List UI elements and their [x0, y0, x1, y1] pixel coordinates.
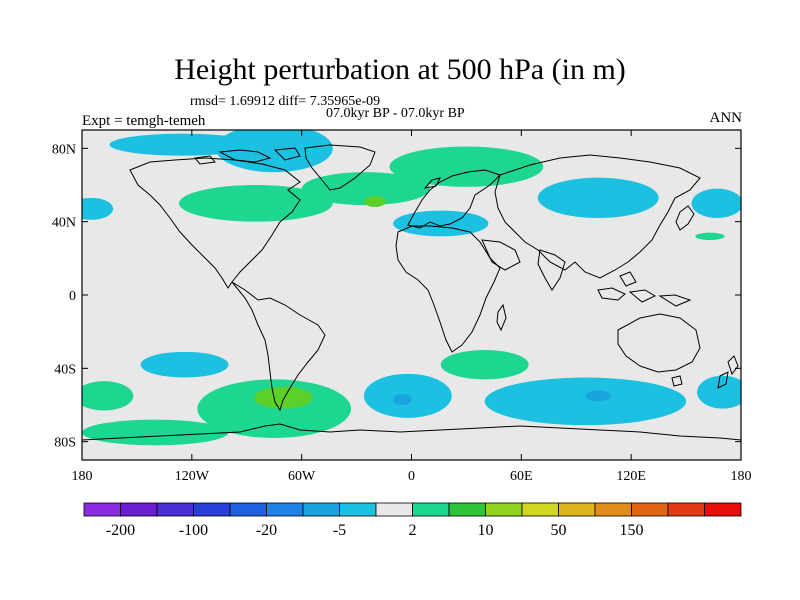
- colorbar-swatch-9: [412, 502, 450, 517]
- coastline-antarctica: [82, 423, 741, 441]
- colorbar-swatch-2: [156, 502, 194, 517]
- experiment-label: Expt = temgh-temeh: [82, 113, 206, 129]
- negative-anomaly-region-1: [215, 130, 333, 173]
- coastline-arctic-islands: [194, 147, 301, 165]
- negative-anomaly-region-3: [537, 177, 659, 218]
- coastline-greenland: [304, 144, 376, 191]
- colorbar-label-6: 50: [551, 522, 567, 539]
- coastline-new-zealand: [717, 355, 739, 389]
- period-label: 07.0kyr BP - 07.0kyr BP: [326, 106, 465, 121]
- coastline-se-asia-islands: [597, 271, 692, 307]
- negative-anomaly-region-5: [393, 210, 489, 237]
- map-title: Height perturbation at 500 hPa (in m): [174, 53, 626, 86]
- coastline-tasmania: [671, 375, 683, 387]
- coastline-south-america: [231, 281, 326, 412]
- colorbar: -200 -100 -20 -5 2 10 50 150: [83, 502, 742, 539]
- y-tick-label-1: 40N: [52, 216, 76, 231]
- x-tick-label-2: 60W: [288, 469, 316, 484]
- colorbar-swatch-13: [558, 502, 596, 517]
- colorbar-swatch-12: [521, 502, 559, 517]
- colorbar-swatch-1: [120, 502, 158, 517]
- colorbar-swatch-16: [667, 502, 705, 517]
- colorbar-swatch-15: [631, 502, 669, 517]
- coastline-north-america: [129, 157, 301, 289]
- colorbar-swatch-4: [229, 502, 267, 517]
- colorbar-swatch-10: [448, 502, 486, 517]
- negative-anomaly-region-4: [691, 188, 741, 218]
- colorbar-swatch-7: [339, 502, 377, 517]
- x-tick-label-1: 120W: [175, 469, 210, 484]
- colorbar-label-3: -5: [333, 522, 346, 539]
- y-tick-label-0: 80N: [52, 142, 76, 157]
- colorbar-label-5: 10: [478, 522, 494, 539]
- coastline-madagascar: [496, 303, 507, 332]
- colorbar-swatch-11: [485, 502, 523, 517]
- negative-anomaly-region-9: [697, 375, 741, 409]
- x-tick-label-4: 60E: [510, 469, 533, 484]
- x-tick-label-0: 180: [72, 469, 93, 484]
- colorbar-swatch-6: [302, 502, 340, 517]
- positive-anomaly-region-14: [389, 146, 544, 187]
- negative-anomaly-region-10: [393, 394, 412, 405]
- perturbation-field: [82, 130, 741, 446]
- latitude-axis: 80N 40N 0 40S 80S: [52, 142, 741, 451]
- positive-anomaly-region-13: [301, 172, 430, 206]
- coastline-asia: [494, 154, 701, 279]
- negative-anomaly-region-2: [82, 197, 114, 220]
- colorbar-swatch-0: [83, 502, 121, 517]
- colorbar-label-2: -20: [256, 522, 277, 539]
- longitude-axis: 180 120W 60W 0 60E 120E 180: [72, 130, 752, 484]
- positive-anomaly-region-12: [179, 185, 333, 222]
- x-tick-label-3: 0: [408, 469, 415, 484]
- negative-anomaly-region-11: [585, 390, 612, 402]
- colorbar-label-1: -100: [179, 522, 208, 539]
- coastline-europe: [407, 169, 501, 229]
- x-tick-label-6: 180: [731, 469, 752, 484]
- positive-anomaly-region-15: [695, 232, 725, 240]
- rmsd-diff-stats: rmsd= 1.69912 diff= 7.35965e-09: [190, 94, 381, 109]
- coastline-japan: [675, 205, 695, 231]
- negative-anomaly-region-6: [140, 351, 229, 378]
- colorbar-swatch-8: [375, 502, 413, 517]
- coastline-india: [537, 249, 566, 291]
- y-tick-label-4: 80S: [54, 436, 76, 451]
- colorbar-swatch-17: [704, 502, 742, 517]
- colorbar-swatch-14: [594, 502, 632, 517]
- colorbar-label-7: 150: [620, 522, 644, 539]
- coastline-australia: [617, 313, 701, 373]
- y-tick-label-3: 40S: [54, 362, 76, 377]
- colorbar-label-0: -200: [106, 522, 135, 539]
- coastline-arabia: [481, 239, 521, 271]
- y-tick-label-2: 0: [69, 289, 76, 304]
- colorbar-swatch-5: [266, 502, 304, 517]
- colorbar-swatch-3: [193, 502, 231, 517]
- positive-anomaly-region-21: [363, 196, 386, 207]
- positive-anomaly-region-19: [440, 350, 529, 380]
- positive-anomaly-region-20: [254, 386, 313, 409]
- positive-anomaly-region-16: [82, 381, 134, 411]
- colorbar-label-4: 2: [409, 522, 417, 539]
- negative-anomaly-region-8: [484, 377, 687, 426]
- positive-anomaly-region-17: [197, 379, 352, 438]
- coastline-africa: [395, 225, 501, 353]
- positive-anomaly-region-18: [82, 419, 229, 446]
- season-label: ANN: [709, 110, 743, 126]
- coastlines: [82, 144, 741, 441]
- x-tick-label-5: 120E: [616, 469, 646, 484]
